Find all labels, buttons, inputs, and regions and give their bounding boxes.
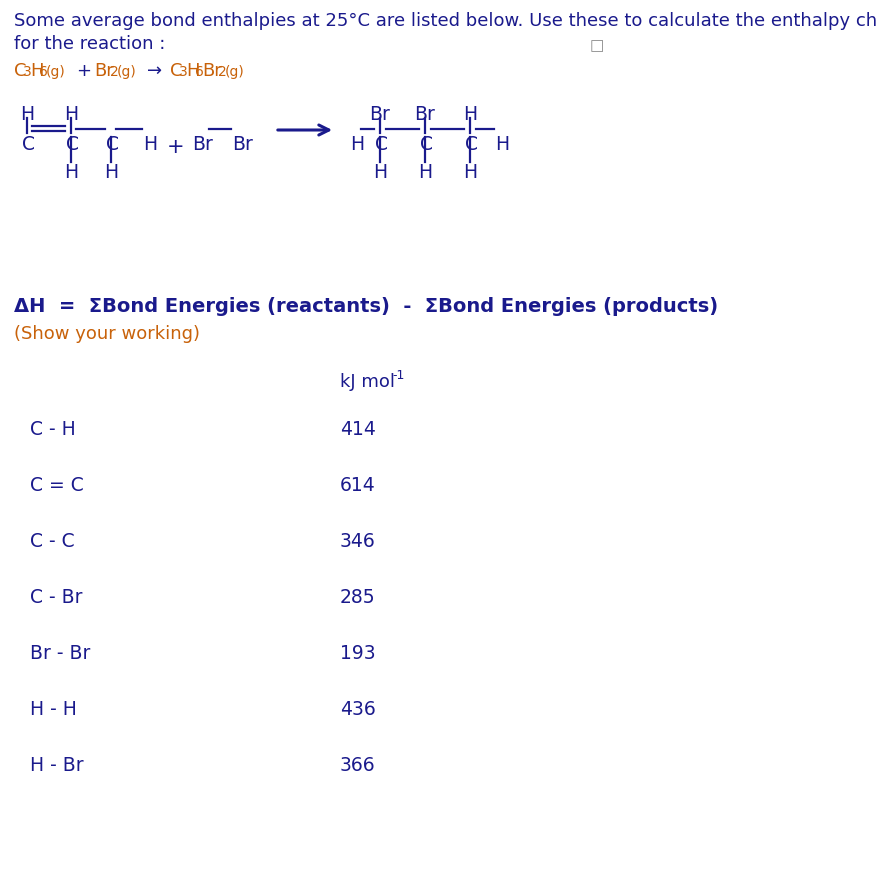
- Text: 3: 3: [179, 65, 188, 79]
- Text: (g): (g): [117, 65, 137, 79]
- Text: C: C: [66, 135, 79, 154]
- Text: Br: Br: [414, 105, 435, 124]
- Text: C = C: C = C: [30, 476, 83, 495]
- Text: Br: Br: [202, 62, 222, 80]
- Text: H: H: [462, 105, 476, 124]
- Text: H: H: [64, 163, 78, 182]
- Text: 3: 3: [23, 65, 32, 79]
- Text: 285: 285: [339, 588, 375, 607]
- Text: Br: Br: [232, 135, 253, 154]
- Text: 6: 6: [39, 65, 48, 79]
- Text: Br: Br: [369, 105, 390, 124]
- Text: C: C: [465, 135, 477, 154]
- Text: C - Br: C - Br: [30, 588, 82, 607]
- Text: Br: Br: [94, 62, 114, 80]
- Text: Br: Br: [192, 135, 212, 154]
- Text: ΔH  =  ΣBond Energies (reactants)  -  ΣBond Energies (products): ΔH = ΣBond Energies (reactants) - ΣBond …: [14, 297, 717, 316]
- Text: 436: 436: [339, 700, 375, 719]
- Text: Br - Br: Br - Br: [30, 644, 90, 663]
- Text: H: H: [143, 135, 157, 154]
- Text: H: H: [64, 105, 78, 124]
- Text: (g): (g): [46, 65, 66, 79]
- Text: 346: 346: [339, 532, 375, 551]
- Text: 614: 614: [339, 476, 375, 495]
- Text: H: H: [30, 62, 44, 80]
- Text: H: H: [495, 135, 509, 154]
- Text: H: H: [373, 163, 387, 182]
- Text: +: +: [167, 137, 184, 157]
- Text: →: →: [146, 62, 162, 80]
- Text: H - Br: H - Br: [30, 756, 83, 775]
- Text: C - H: C - H: [30, 420, 75, 439]
- Text: 2: 2: [217, 65, 226, 79]
- Text: H - H: H - H: [30, 700, 77, 719]
- Text: (g): (g): [225, 65, 245, 79]
- Text: H: H: [462, 163, 476, 182]
- Text: H: H: [20, 105, 34, 124]
- Text: kJ mol: kJ mol: [339, 373, 395, 391]
- Text: C: C: [106, 135, 119, 154]
- Text: 2: 2: [110, 65, 118, 79]
- Text: H: H: [103, 163, 118, 182]
- Text: 414: 414: [339, 420, 375, 439]
- Text: (Show your working): (Show your working): [14, 325, 200, 343]
- Text: for the reaction :: for the reaction :: [14, 35, 165, 53]
- Text: H: H: [350, 135, 364, 154]
- Text: 366: 366: [339, 756, 375, 775]
- Text: 6: 6: [195, 65, 203, 79]
- Text: C: C: [170, 62, 182, 80]
- Text: C: C: [14, 62, 26, 80]
- Text: H: H: [186, 62, 199, 80]
- Text: 193: 193: [339, 644, 375, 663]
- Text: C - C: C - C: [30, 532, 75, 551]
- Text: -1: -1: [391, 369, 404, 382]
- Text: C: C: [22, 135, 35, 154]
- Text: H: H: [417, 163, 431, 182]
- Text: C: C: [419, 135, 432, 154]
- Text: □: □: [589, 38, 603, 53]
- Text: +: +: [76, 62, 91, 80]
- Text: Some average bond enthalpies at 25°C are listed below. Use these to calculate th: Some average bond enthalpies at 25°C are…: [14, 12, 877, 30]
- Text: C: C: [374, 135, 388, 154]
